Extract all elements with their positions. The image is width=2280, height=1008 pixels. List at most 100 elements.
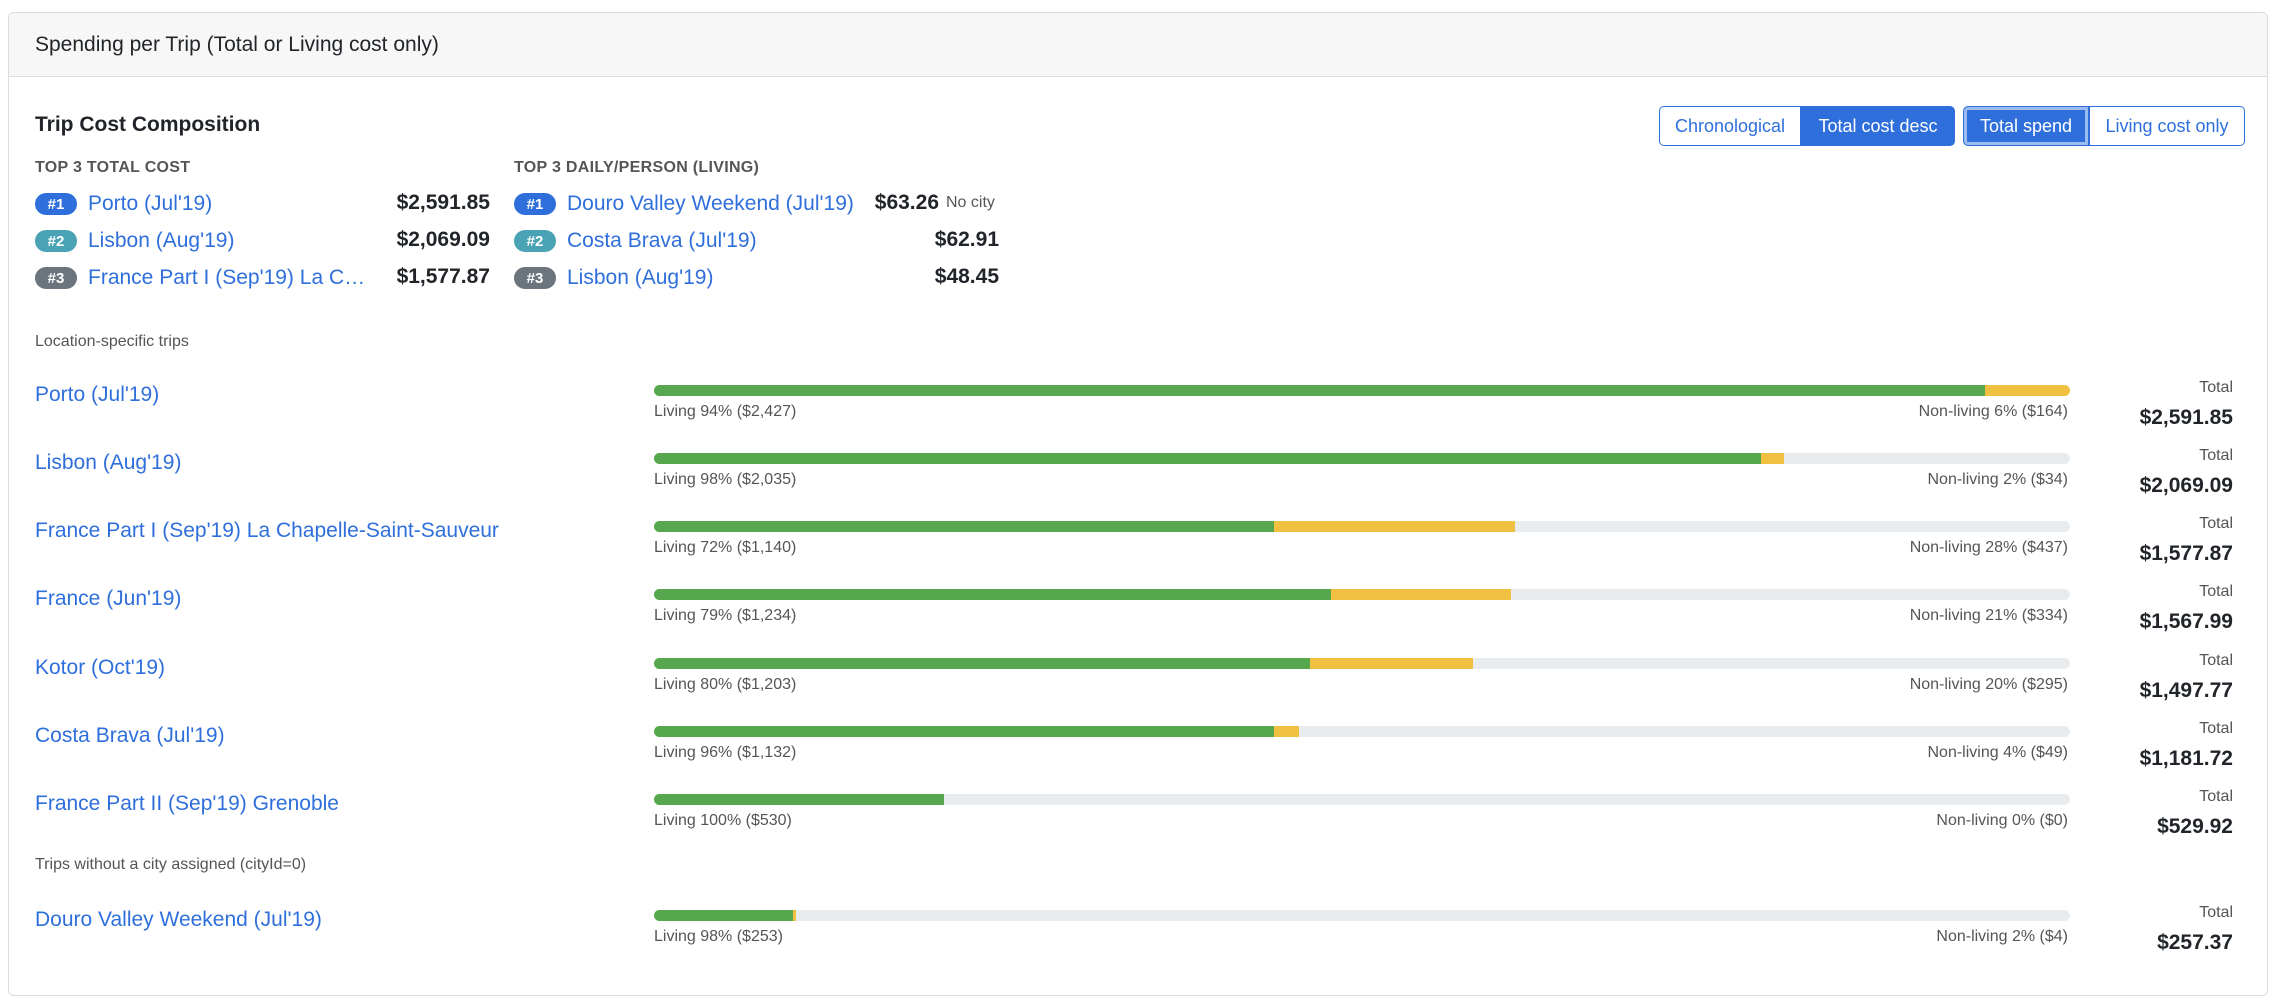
living-segment [654,726,1274,737]
top-total-item: #3 France Part I (Sep'19) La Chapelle-Sa… [35,263,376,293]
rank-badge: #3 [35,267,77,289]
living-label: Living 79% ($1,234) [654,607,797,624]
top-daily-amount: $48.45 [934,265,999,288]
top-total-amount: $2,069.09 [396,228,490,251]
top-daily-heading: TOP 3 DAILY/PERSON (LIVING) [514,159,760,176]
rank-badge: #2 [35,230,77,252]
top-daily-item: #3 Lisbon (Aug'19) [514,263,713,293]
total-value: $529.92 [2157,815,2233,838]
cost-bar [654,453,2070,464]
trip-name-link[interactable]: Kotor (Oct'19) [35,656,166,679]
mode-toggle-group: Total spend Living cost only [1963,106,2245,146]
chronological-button[interactable]: Chronological [1659,106,1801,146]
top-daily-trip-link[interactable]: Lisbon (Aug'19) [567,266,714,289]
nonliving-segment [1310,658,1473,669]
trip-name-link[interactable]: France Part II (Sep'19) Grenoble [35,792,339,815]
living-label: Living 80% ($1,203) [654,676,797,693]
cost-bar [654,726,2070,737]
nonliving-label: Non-living 4% ($49) [1927,744,2068,761]
total-spend-button[interactable]: Total spend [1963,106,2089,146]
nonliving-segment [1985,385,2070,396]
trip-name-link[interactable]: France (Jun'19) [35,587,182,610]
living-segment [654,589,1331,600]
living-segment [654,521,1274,532]
nonliving-label: Non-living 20% ($295) [1909,676,2068,693]
nonliving-segment [1274,521,1515,532]
total-label: Total [2199,904,2233,921]
top-total-amount: $1,577.87 [379,265,490,289]
location-group-label: Location-specific trips [35,333,189,350]
living-segment [654,910,793,921]
total-value: $2,069.09 [2139,474,2233,497]
nonliving-label: Non-living 28% ($437) [1909,539,2068,556]
top-total-amount: $2,591.85 [396,191,490,214]
nocity-group-label: Trips without a city assigned (cityId=0) [35,856,307,873]
sort-toggle-group: Chronological Total cost desc [1659,106,1955,146]
total-value: $1,497.77 [2139,679,2233,702]
cost-bar [654,910,2070,921]
top-daily-trip-link[interactable]: Douro Valley Weekend (Jul'19) [567,192,854,215]
total-value: $257.37 [2157,931,2233,954]
card-header: Spending per Trip (Total or Living cost … [9,13,2267,77]
nonliving-segment [1274,726,1299,737]
total-label: Total [2199,447,2233,464]
rank-badge: #1 [514,193,556,215]
top-daily-trip-link[interactable]: Costa Brava (Jul'19) [567,229,757,252]
top-total-item: #1 Porto (Jul'19) [35,189,212,219]
top-total-item: #2 Lisbon (Aug'19) [35,226,234,256]
section-title: Trip Cost Composition [35,113,261,136]
trip-name-link[interactable]: Douro Valley Weekend (Jul'19) [35,908,322,931]
living-segment [654,385,1985,396]
top-daily-amount: $63.26 [859,191,939,215]
trip-name-link[interactable]: Costa Brava (Jul'19) [35,724,225,747]
top-total-heading: TOP 3 TOTAL COST [35,159,191,176]
trip-spending-card: Spending per Trip (Total or Living cost … [8,12,2268,996]
trip-name-link[interactable]: Porto (Jul'19) [35,383,160,406]
top-total-trip-link[interactable]: Porto (Jul'19) [88,192,213,215]
living-label: Living 96% ($1,132) [654,744,797,761]
living-segment [654,658,1310,669]
total-value: $2,591.85 [2139,406,2233,429]
cost-bar [654,385,2070,396]
total-label: Total [2199,652,2233,669]
living-label: Living 100% ($530) [654,812,792,829]
rank-badge: #1 [35,193,77,215]
nonliving-segment [1331,589,1511,600]
nonliving-label: Non-living 0% ($0) [1936,812,2068,829]
top-daily-item: #2 Costa Brava (Jul'19) [514,226,757,256]
total-label: Total [2199,379,2233,396]
living-segment [654,453,1761,464]
living-label: Living 98% ($2,035) [654,471,797,488]
rank-badge: #3 [514,267,556,289]
nonliving-label: Non-living 6% ($164) [1918,403,2068,420]
total-label: Total [2199,788,2233,805]
no-city-note: No city [946,194,995,211]
cost-bar [654,658,2070,669]
nonliving-label: Non-living 2% ($34) [1927,471,2068,488]
top-daily-item: #1 Douro Valley Weekend (Jul'19) [514,189,854,219]
total-label: Total [2199,515,2233,532]
nonliving-segment [793,910,796,921]
total-label: Total [2199,720,2233,737]
total-label: Total [2199,583,2233,600]
nonliving-label: Non-living 2% ($4) [1936,928,2068,945]
nonliving-label: Non-living 21% ($334) [1909,607,2068,624]
trip-name-link[interactable]: France Part I (Sep'19) La Chapelle-Saint… [35,519,499,542]
total-value: $1,577.87 [2139,542,2233,565]
cost-bar [654,589,2070,600]
living-cost-only-button[interactable]: Living cost only [2089,106,2245,146]
living-segment [654,794,944,805]
total-value: $1,181.72 [2139,747,2233,770]
card-title: Spending per Trip (Total or Living cost … [35,32,439,56]
top-daily-amount: $62.91 [934,228,999,251]
trip-name-link[interactable]: Lisbon (Aug'19) [35,451,182,474]
rank-badge: #2 [514,230,556,252]
living-label: Living 94% ($2,427) [654,403,797,420]
top-total-trip-link[interactable]: France Part I (Sep'19) La Chapelle-Saint… [88,266,376,289]
cost-bar [654,794,2070,805]
top-total-trip-link[interactable]: Lisbon (Aug'19) [88,229,235,252]
living-label: Living 98% ($253) [654,928,783,945]
total-cost-desc-button[interactable]: Total cost desc [1801,106,1955,146]
total-value: $1,567.99 [2139,610,2233,633]
nonliving-segment [1761,453,1784,464]
